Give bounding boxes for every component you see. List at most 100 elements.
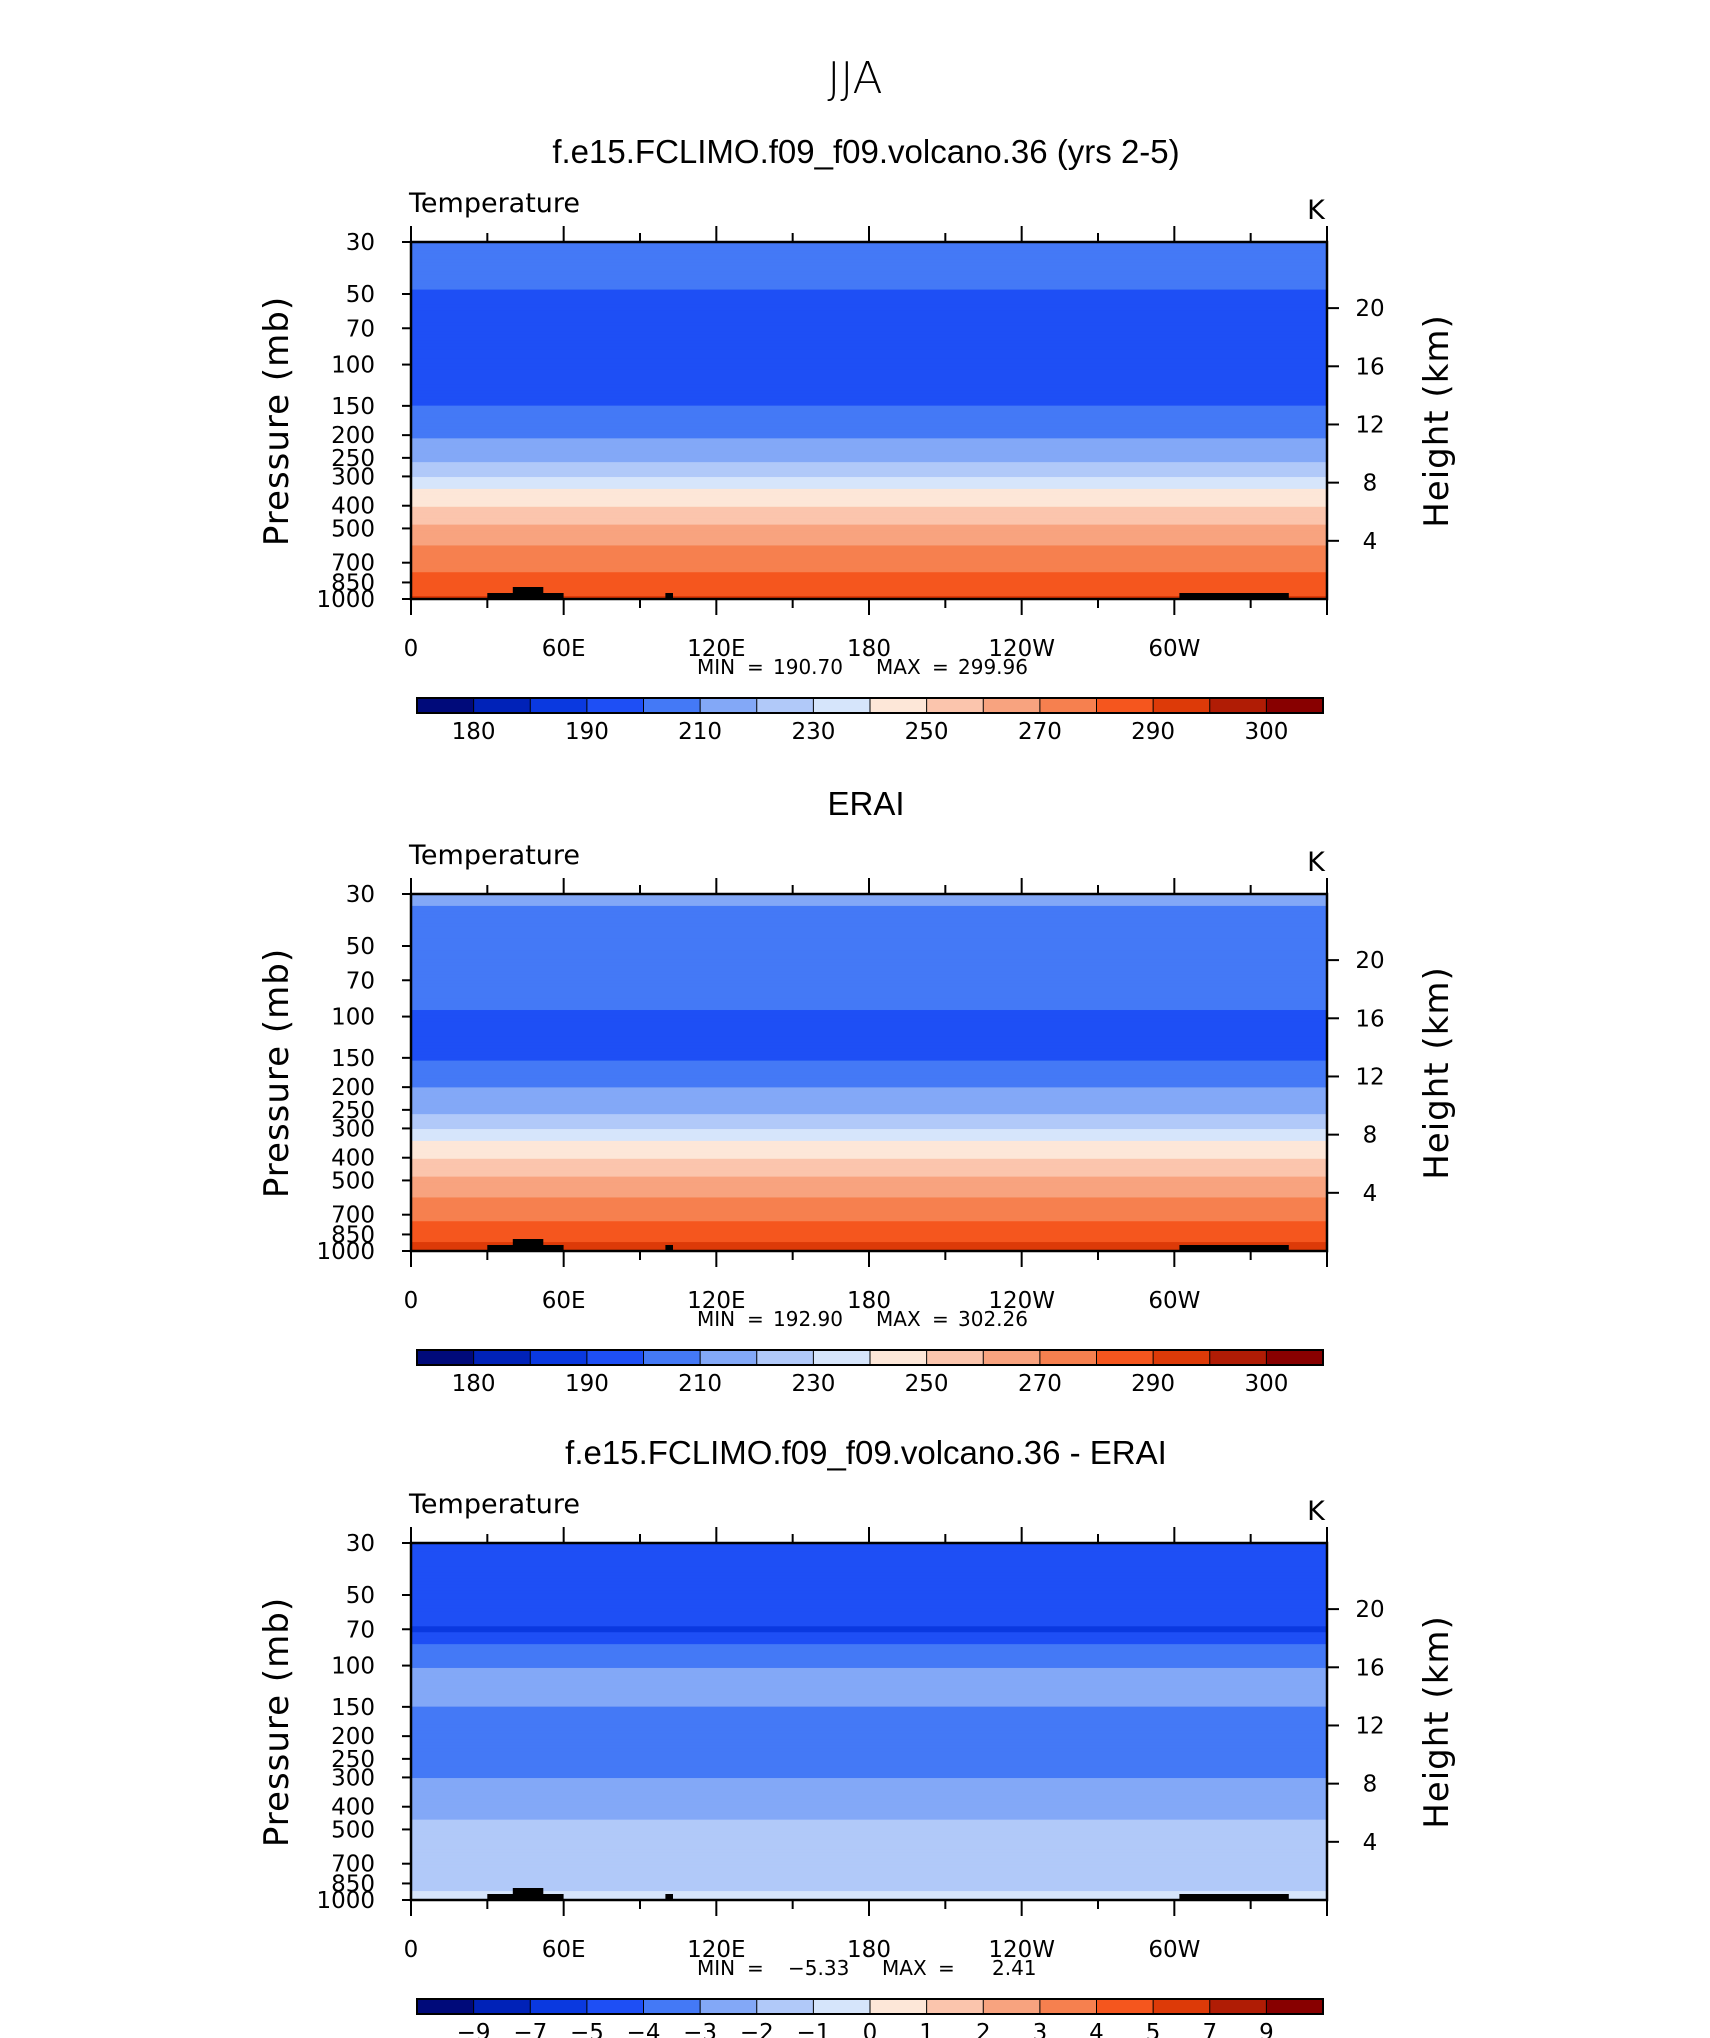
y2-tick-label: 8 bbox=[1363, 471, 1378, 497]
contour-band bbox=[411, 1566, 1327, 1571]
contour-band bbox=[411, 1581, 1327, 1586]
colorbar-box bbox=[1096, 1998, 1155, 2015]
contour-band bbox=[411, 1828, 1327, 1833]
contour-band bbox=[411, 1659, 1327, 1663]
min-max-stats: MIN = −5.33 MAX = 2.41 bbox=[697, 1956, 1037, 1980]
contour-band bbox=[411, 1831, 1327, 1836]
colorbar-box bbox=[1209, 1349, 1268, 1366]
min-value: 192.90 bbox=[773, 1307, 843, 1331]
contour-band bbox=[411, 593, 1327, 597]
contour-band bbox=[411, 417, 1327, 422]
y2-tick-label: 20 bbox=[1355, 948, 1384, 974]
contour-band bbox=[411, 1855, 1327, 1859]
contour-band bbox=[411, 1650, 1327, 1654]
y-tick-label: 400 bbox=[331, 1146, 375, 1172]
contour-band bbox=[411, 1766, 1327, 1770]
contour-band bbox=[411, 265, 1327, 270]
x-tick-label: 60E bbox=[542, 636, 586, 662]
contour-band bbox=[411, 986, 1327, 990]
contour-band bbox=[411, 1185, 1327, 1190]
contour-band bbox=[411, 1051, 1327, 1056]
x-tick-label: 0 bbox=[404, 636, 419, 662]
contour-band bbox=[411, 1620, 1327, 1624]
contour-band bbox=[411, 905, 1327, 910]
contour-band bbox=[411, 274, 1327, 279]
contour-band bbox=[411, 372, 1327, 377]
contour-band bbox=[411, 894, 1327, 898]
contour-band bbox=[411, 1149, 1327, 1154]
contour-band bbox=[411, 420, 1327, 425]
y-tick-label: 400 bbox=[331, 1795, 375, 1821]
colorbar-box bbox=[812, 1349, 871, 1366]
colorbar-box bbox=[926, 1998, 985, 2015]
contour-band bbox=[411, 512, 1327, 517]
contour-band bbox=[411, 1778, 1327, 1782]
topography-mask bbox=[512, 1239, 544, 1251]
contour-band bbox=[411, 1024, 1327, 1029]
y2-tick-label: 16 bbox=[1355, 354, 1384, 380]
contour-band bbox=[411, 977, 1327, 981]
y2-tick-label: 20 bbox=[1355, 296, 1384, 322]
colorbar-label: −3 bbox=[683, 2020, 717, 2038]
contour-band bbox=[411, 1888, 1327, 1892]
contour-band bbox=[411, 1623, 1327, 1627]
contour-band bbox=[411, 995, 1327, 999]
contour-band bbox=[411, 1010, 1327, 1014]
x-tick-label: 0 bbox=[404, 1288, 419, 1314]
colorbar-box bbox=[926, 697, 985, 714]
colorbar-label: 300 bbox=[1244, 1371, 1288, 1397]
panel-difference: f.e15.FCLIMO.f09_f09.volcano.36 - ERAI T… bbox=[257, 1434, 1457, 2038]
y-tick-label: 300 bbox=[331, 1116, 375, 1142]
x-tick-label: 0 bbox=[404, 1937, 419, 1963]
contour-band bbox=[411, 1245, 1327, 1249]
contour-band bbox=[411, 1703, 1327, 1708]
colorbar-box bbox=[699, 1349, 758, 1366]
contour-band bbox=[411, 1715, 1327, 1720]
contour-band bbox=[411, 1543, 1327, 1547]
colorbar-box bbox=[586, 697, 645, 714]
colorbar-label: −4 bbox=[627, 2020, 661, 2038]
contour-band bbox=[411, 1644, 1327, 1648]
contour-band bbox=[411, 926, 1327, 931]
contour-band bbox=[411, 319, 1327, 323]
contour-band bbox=[411, 1134, 1327, 1139]
contour-band bbox=[411, 1575, 1327, 1580]
contour-band bbox=[411, 527, 1327, 532]
contour-band bbox=[411, 1584, 1327, 1589]
contour-band bbox=[411, 1718, 1327, 1723]
contour-band bbox=[411, 1036, 1327, 1041]
contour-band bbox=[411, 932, 1327, 937]
contour-band bbox=[411, 429, 1327, 433]
contour-band bbox=[411, 1614, 1327, 1618]
contour-band bbox=[411, 1182, 1327, 1187]
variable-label: Temperature bbox=[408, 840, 580, 871]
contour-band bbox=[411, 1745, 1327, 1749]
contour-band bbox=[411, 1876, 1327, 1880]
contour-band bbox=[411, 286, 1327, 291]
colorbar-box bbox=[416, 1349, 475, 1366]
topography-mask bbox=[1179, 593, 1289, 599]
contour-band bbox=[411, 1048, 1327, 1053]
contour-band bbox=[411, 1807, 1327, 1812]
contour-band bbox=[411, 992, 1327, 996]
contour-band bbox=[411, 1197, 1327, 1202]
colorbar-box bbox=[1152, 1349, 1211, 1366]
y-tick-label: 100 bbox=[331, 353, 375, 379]
contour-band bbox=[411, 1852, 1327, 1856]
contour-band bbox=[411, 1792, 1327, 1797]
contour-band bbox=[411, 530, 1327, 535]
contour-band bbox=[411, 1617, 1327, 1621]
contour-band bbox=[411, 1673, 1327, 1678]
contour-band bbox=[411, 1096, 1327, 1100]
contour-band bbox=[411, 1834, 1327, 1839]
y-tick-label: 850 bbox=[331, 1222, 375, 1248]
y-tick-label: 70 bbox=[346, 1617, 375, 1643]
contour-band bbox=[411, 1867, 1327, 1871]
contour-band bbox=[411, 1593, 1327, 1598]
y-tick-label: 30 bbox=[346, 230, 375, 256]
contour-band bbox=[411, 491, 1327, 496]
topography-mask bbox=[665, 593, 673, 599]
contour-band bbox=[411, 301, 1327, 306]
contour-band bbox=[411, 450, 1327, 454]
